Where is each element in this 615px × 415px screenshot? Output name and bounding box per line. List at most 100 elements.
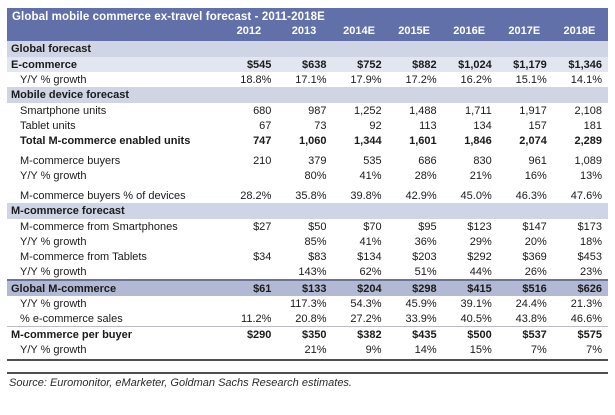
value-cell: $415 — [442, 279, 498, 296]
value-cell — [222, 168, 277, 183]
value-cell: 45.0% — [460, 190, 492, 202]
row-label: M-commerce buyers — [20, 155, 121, 167]
value-cell: 143% — [298, 266, 327, 278]
table-row: M-commerce from Smartphones $27 $50 $70 $95 $… — [7, 219, 608, 234]
value-cell — [222, 342, 277, 357]
value-cell: 11.2% — [241, 313, 272, 325]
value-cell: $203 — [412, 251, 437, 263]
value-cell: 62% — [359, 266, 382, 278]
table-row: Total M-commerce enabled units 747 1,060 1,… — [7, 133, 608, 148]
value-cell: $626 — [552, 279, 608, 296]
label-column-header — [7, 24, 223, 41]
value-cell: 210 — [253, 155, 272, 167]
table-row: M-commerce buyers 210 379 535 686 830 961 1,089 — [7, 153, 608, 168]
table-body: Global forecast E-commerce $545 $638 $752 $88… — [7, 41, 608, 357]
year-column-header: 2017E — [497, 24, 553, 41]
value-cell: 961 — [528, 155, 547, 167]
year-column-header: 2016E — [442, 24, 498, 41]
value-cell: $369 — [522, 251, 547, 263]
value-cell: 41% — [359, 236, 382, 248]
section-header-row: Mobile device forecast — [7, 87, 608, 103]
value-cell: 67 — [259, 120, 272, 132]
table-row: Global M-commerce $61 $133 $204 $298 $415 $516… — [7, 279, 608, 296]
value-cell: $298 — [387, 279, 443, 296]
value-cell: $545 — [222, 57, 278, 72]
table-row: Smartphone units 680 987 1,252 1,488 1,711 1,9… — [7, 103, 608, 118]
value-cell: 29% — [469, 236, 492, 248]
value-cell: 2,108 — [574, 105, 602, 117]
year-column-header: 2018E — [552, 24, 608, 41]
value-cell: 46.6% — [570, 313, 602, 325]
value-cell: 14.1% — [570, 74, 602, 86]
value-cell: 987 — [308, 105, 327, 117]
row-label: M-commerce buyers % of devices — [20, 190, 186, 202]
value-cell: 20.8% — [295, 313, 327, 325]
value-cell: $382 — [332, 326, 388, 342]
value-cell: 379 — [308, 155, 327, 167]
value-cell: 7% — [586, 344, 602, 356]
year-column-header: 2012 — [222, 24, 278, 41]
value-cell: 117.3% — [290, 298, 327, 310]
value-cell: 15% — [469, 344, 492, 356]
table-row: M-commerce per buyer $290 $350 $382 $435 $500… — [7, 326, 608, 342]
value-cell: $453 — [577, 251, 602, 263]
value-cell: 73 — [314, 120, 327, 132]
value-cell: $50 — [308, 221, 327, 233]
value-cell: $83 — [308, 251, 327, 263]
value-cell: 21% — [469, 170, 492, 182]
value-cell: 43.8% — [515, 313, 547, 325]
row-label: M-commerce from Tablets — [20, 251, 147, 263]
value-cell: $882 — [387, 57, 443, 72]
section-header-row: M-commerce forecast — [7, 203, 608, 219]
year-column-header: 2015E — [387, 24, 443, 41]
value-cell: $537 — [497, 326, 553, 342]
value-cell: $147 — [522, 221, 547, 233]
value-cell: 1,344 — [354, 135, 382, 147]
year-header-row: 2012 2013 2014E 2015E 2016E 2017E 2018E — [7, 24, 608, 41]
value-cell: 17.2% — [405, 74, 437, 86]
year-column-header: 2013 — [277, 24, 333, 41]
value-cell: 1,601 — [409, 135, 437, 147]
value-cell: 2,289 — [574, 135, 602, 147]
value-cell: 18.8% — [240, 74, 272, 86]
value-cell: 17.1% — [295, 74, 327, 86]
value-cell: 7% — [530, 344, 547, 356]
section-header-row: Global forecast — [7, 41, 608, 57]
value-cell: 26% — [524, 266, 547, 278]
value-cell: 134 — [473, 120, 492, 132]
value-cell: $123 — [467, 221, 492, 233]
row-label: Smartphone units — [20, 105, 107, 117]
value-cell: 157 — [528, 120, 547, 132]
value-cell: 9% — [365, 344, 382, 356]
value-cell: 1,252 — [354, 105, 382, 117]
value-cell: $133 — [277, 279, 333, 296]
value-cell: 830 — [473, 155, 492, 167]
value-cell: 33.9% — [405, 313, 437, 325]
value-cell: 45.9% — [405, 298, 437, 310]
section-header-label: Mobile device forecast — [7, 87, 608, 103]
value-cell: 17.9% — [350, 74, 382, 86]
row-label: E-commerce — [7, 57, 223, 72]
value-cell: 1,917 — [519, 105, 547, 117]
value-cell: $516 — [497, 279, 553, 296]
value-cell: $134 — [357, 251, 382, 263]
row-label: Y/Y % growth — [20, 266, 87, 278]
table-row: Y/Y % growth 143% 62% 51% 44% 26% 23% — [7, 264, 608, 280]
value-cell: $435 — [387, 326, 443, 342]
value-cell: $575 — [552, 326, 608, 342]
row-label: M-commerce from Smartphones — [20, 221, 178, 233]
value-cell: 747 — [253, 135, 272, 147]
table-row: M-commerce from Tablets $34 $83 $134 $203 $29… — [7, 249, 608, 264]
row-label: Tablet units — [20, 120, 76, 132]
table-row: Y/Y % growth 21% 9% 14% 15% 7% 7% — [7, 342, 608, 357]
value-cell: 1,846 — [464, 135, 492, 147]
value-cell: $61 — [222, 279, 278, 296]
value-cell: 1,711 — [465, 105, 492, 117]
value-cell: 47.6% — [570, 190, 602, 202]
value-cell: 686 — [418, 155, 437, 167]
table-title: Global mobile commerce ex-travel forecas… — [7, 8, 608, 24]
value-cell: 54.3% — [350, 298, 382, 310]
value-cell: 18% — [579, 236, 602, 248]
value-cell — [222, 296, 277, 311]
value-cell: 39.8% — [350, 190, 382, 202]
